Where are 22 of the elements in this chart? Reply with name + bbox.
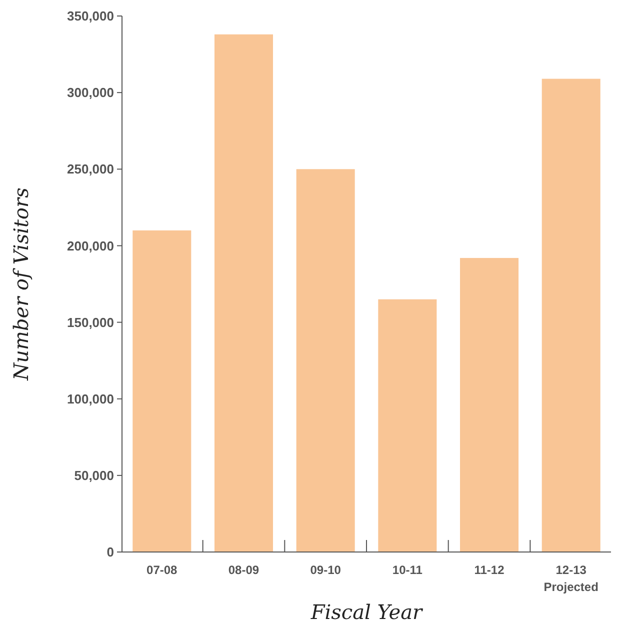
bar [132,230,192,552]
y-axis-title: Number of Visitors [9,188,33,382]
bar [296,169,355,552]
bar [378,299,437,552]
x-tick-label: 10-11 [392,563,423,577]
y-tick-label: 350,000 [67,8,114,24]
bar [214,34,273,552]
bar [460,258,519,552]
y-tick-label: 300,000 [67,85,114,100]
x-tick-label: 08-09 [228,563,260,577]
x-axis-title: Fiscal Year [310,600,424,624]
x-tick-label: 09-10 [310,563,342,577]
x-tick-label: 07-08 [146,563,178,577]
y-tick-label: 250,000 [67,162,114,177]
y-tick-label: 0 [106,544,114,560]
y-tick-label: 150,000 [67,314,114,330]
y-tick-label: 200,000 [67,238,114,254]
x-tick-label: 11-12 [474,563,505,577]
bar [542,78,600,552]
y-tick-label: 50,000 [74,468,114,483]
x-tick-label: 12-13 Projected [544,563,598,594]
y-tick-label: 100,000 [67,391,114,406]
